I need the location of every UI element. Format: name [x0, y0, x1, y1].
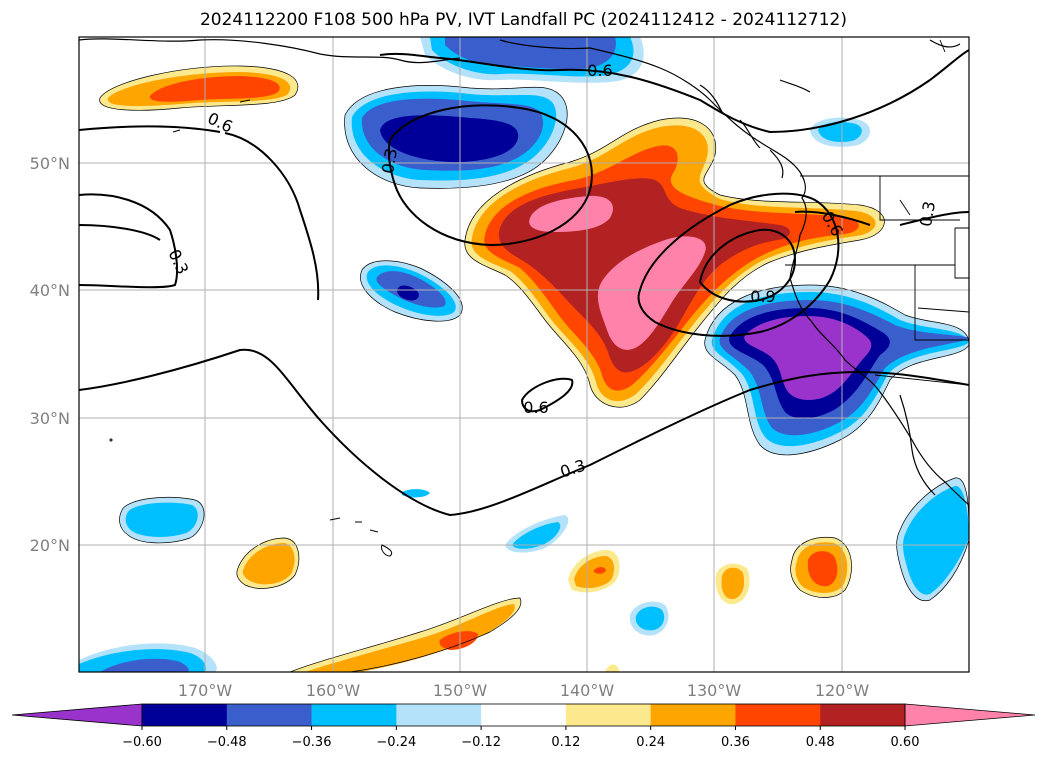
colorbar-tick-label: 0.12 [551, 735, 580, 750]
map-frame [78, 36, 970, 673]
colorbar-tick-label: 0.48 [806, 735, 835, 750]
lon-label: 130°W [687, 681, 742, 700]
borders [785, 39, 969, 386]
islands [109, 99, 393, 557]
gridlines [79, 37, 969, 672]
colorbar-tick-label: 0.24 [636, 735, 665, 750]
latitude-labels: 50°N 40°N 30°N 20°N [30, 154, 70, 555]
shading-field [79, 37, 969, 672]
contour-landfall-inner [698, 228, 797, 303]
coast-baja [899, 394, 936, 496]
colorbar-tick-label: 0.36 [721, 735, 750, 750]
colorbar-segment [735, 704, 821, 726]
colorbar-extend-min [11, 703, 143, 727]
lon-label: 160°W [306, 681, 361, 700]
colorbar-tick-label: −0.48 [207, 735, 247, 750]
shading-outline [99, 65, 969, 672]
colorbar-extend-max [904, 703, 1036, 727]
contour-label: 0.9 [750, 287, 775, 306]
colorbar-tick-label: 0.60 [891, 735, 920, 750]
map-title: 2024112200 F108 500 hPa PV, IVT Landfall… [199, 10, 847, 30]
colorbar-segment [481, 704, 567, 726]
map-panel: 0.6 0.6 0.3 0.3 0.3 0.6 0.9 0.6 0.3 [79, 37, 969, 672]
lon-label: 150°W [433, 681, 488, 700]
colorbar-segment [396, 704, 482, 726]
longitude-labels: 170°W 160°W 150°W 140°W 130°W 120°W [178, 681, 870, 700]
coast-alaska [79, 38, 969, 506]
lat-label: 50°N [30, 154, 70, 173]
colorbar-segment [142, 704, 228, 726]
contour-label: 0.6 [587, 61, 612, 80]
contour-label: 0.6 [523, 398, 548, 417]
lat-label: 40°N [30, 281, 70, 300]
lat-label: 20°N [30, 536, 70, 555]
contour-label: 0.3 [916, 200, 939, 228]
lon-label: 170°W [178, 681, 233, 700]
lat-label: 30°N [30, 409, 70, 428]
colorbar: −0.60 −0.48 −0.36 −0.24 −0.12 0.12 0.24 0.36 0.4… [11, 703, 1036, 750]
coast-bc-islands [699, 39, 961, 179]
contour-0.6-upper [559, 49, 969, 134]
colorbar-tick-label: −0.36 [292, 735, 332, 750]
colorbar-segment [311, 704, 397, 726]
colorbar-segment [820, 704, 906, 726]
coastlines [79, 38, 969, 506]
contour-gulf-ring [387, 104, 593, 247]
colorbar-tick-label: −0.24 [376, 735, 416, 750]
colorbar-frame [141, 703, 906, 727]
colorbar-tick-label: −0.60 [122, 735, 162, 750]
colorbar-segment [565, 704, 652, 726]
colorbar-segment [226, 704, 313, 726]
contour-landfall-ring [637, 192, 840, 337]
contour-label: 0.3 [378, 147, 401, 175]
pv-contours [79, 49, 969, 517]
lon-label: 140°W [560, 681, 615, 700]
contour-0.3-south [79, 348, 969, 517]
contour-0.6-north [79, 125, 320, 301]
colorbar-tick-label: −0.12 [461, 735, 501, 750]
colorbar-segment [650, 704, 736, 726]
lon-label: 120°W [815, 681, 870, 700]
